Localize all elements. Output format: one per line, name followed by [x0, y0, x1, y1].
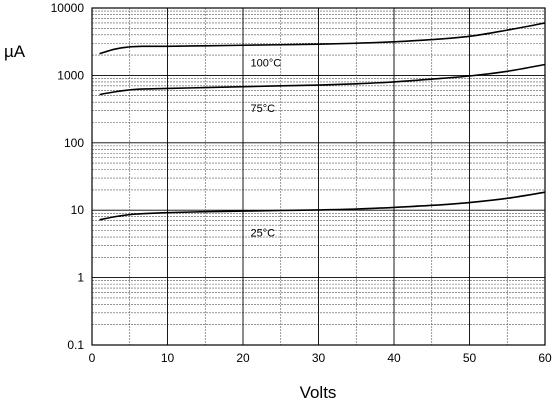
y-tick-label: 100: [64, 136, 84, 150]
y-tick-label: 10: [71, 203, 85, 217]
series-line: [99, 63, 546, 96]
x-tick-label: 60: [538, 351, 552, 365]
series-line: [99, 191, 546, 221]
ticks-layer: 0.1 1 10 100 1000 10000 0 10 20 30 40 50 60: [51, 1, 552, 365]
grid-layer: [91, 7, 546, 346]
x-tick-label: 10: [161, 351, 175, 365]
y-axis-title: µA: [4, 42, 26, 61]
plot-border: [91, 7, 546, 346]
series-line: [99, 22, 546, 55]
series-label: 100°C: [251, 58, 282, 70]
y-tick-label: 10000: [51, 1, 85, 15]
labels-layer: 100°C 75°C 25°C: [251, 58, 282, 240]
x-tick-label: 30: [312, 351, 326, 365]
x-tick-label: 20: [236, 351, 250, 365]
series-layer: [99, 22, 546, 221]
x-tick-label: 0: [89, 351, 96, 365]
x-tick-label: 50: [463, 351, 477, 365]
y-tick-label: 1000: [57, 68, 84, 82]
y-tick-label: 0.1: [67, 338, 84, 352]
x-axis-title: Volts: [300, 383, 337, 402]
series-label: 25°C: [251, 227, 276, 239]
series-label: 75°C: [251, 103, 276, 115]
y-tick-label: 1: [77, 271, 84, 285]
x-tick-label: 40: [387, 351, 401, 365]
